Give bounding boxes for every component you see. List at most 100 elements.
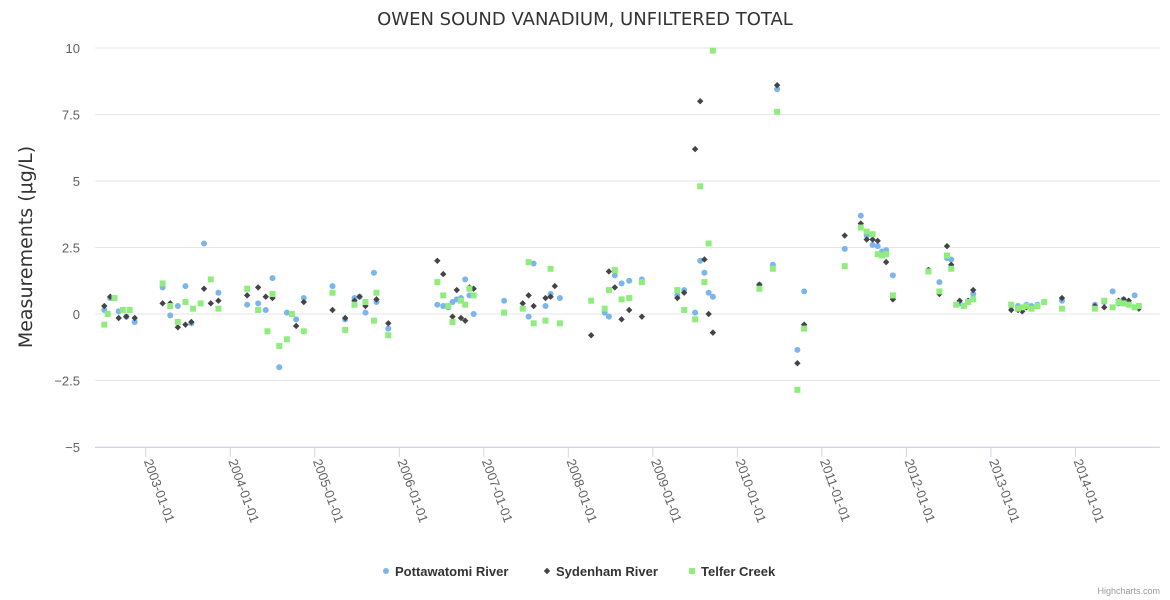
data-point-pottawatomi-river[interactable] — [801, 288, 808, 295]
data-point-sydenham-river[interactable] — [1101, 304, 1108, 311]
data-point-pottawatomi-river[interactable] — [244, 301, 251, 308]
data-point-telfer-creek[interactable] — [373, 289, 380, 296]
data-point-sydenham-river[interactable] — [691, 145, 699, 153]
data-point-pottawatomi-river[interactable] — [556, 295, 563, 302]
data-point-sydenham-river[interactable] — [705, 310, 712, 318]
data-point-telfer-creek[interactable] — [519, 305, 526, 312]
data-point-sydenham-river[interactable] — [863, 236, 870, 243]
data-point-sydenham-river[interactable] — [587, 332, 595, 339]
data-point-sydenham-river[interactable] — [440, 270, 447, 278]
data-point-telfer-creek[interactable] — [692, 316, 699, 323]
data-point-telfer-creek[interactable] — [944, 252, 950, 259]
data-point-sydenham-river[interactable] — [709, 329, 717, 336]
legend-item-sydenham-river[interactable]: Sydenham River — [543, 564, 658, 579]
data-point-pottawatomi-river[interactable] — [501, 297, 508, 304]
data-point-sydenham-river[interactable] — [869, 236, 876, 243]
data-point-sydenham-river[interactable] — [680, 289, 688, 296]
data-point-telfer-creek[interactable] — [1008, 301, 1015, 308]
data-point-pottawatomi-river[interactable] — [440, 303, 447, 310]
data-point-telfer-creek[interactable] — [605, 287, 612, 294]
data-point-telfer-creek[interactable] — [300, 328, 307, 335]
data-point-sydenham-river[interactable] — [329, 306, 336, 314]
data-point-telfer-creek[interactable] — [709, 47, 716, 54]
data-point-telfer-creek[interactable] — [434, 279, 441, 286]
data-point-sydenham-river[interactable] — [131, 314, 138, 322]
data-point-pottawatomi-river[interactable] — [470, 311, 477, 317]
legend-item-telfer-creek[interactable]: Telfer Creek — [689, 564, 776, 579]
data-point-sydenham-river[interactable] — [1058, 294, 1066, 302]
data-point-sydenham-river[interactable] — [434, 257, 441, 264]
data-point-telfer-creek[interactable] — [936, 288, 943, 295]
data-point-telfer-creek[interactable] — [329, 289, 336, 296]
data-point-telfer-creek[interactable] — [111, 295, 118, 302]
data-point-telfer-creek[interactable] — [1135, 303, 1142, 310]
data-point-telfer-creek[interactable] — [1023, 303, 1030, 310]
data-point-sydenham-river[interactable] — [611, 284, 619, 291]
data-point-sydenham-river[interactable] — [874, 237, 881, 245]
data-point-sydenham-river[interactable] — [970, 286, 977, 294]
data-point-telfer-creek[interactable] — [385, 332, 392, 339]
data-point-pottawatomi-river[interactable] — [362, 309, 369, 316]
data-point-sydenham-river[interactable] — [618, 316, 625, 323]
data-point-sydenham-river[interactable] — [101, 302, 108, 310]
data-point-telfer-creek[interactable] — [638, 279, 645, 286]
data-point-sydenham-river[interactable] — [115, 314, 122, 322]
data-point-pottawatomi-river[interactable] — [167, 312, 174, 319]
data-point-sydenham-river[interactable] — [551, 282, 559, 290]
data-point-sydenham-river[interactable] — [385, 320, 392, 327]
data-point-pottawatomi-river[interactable] — [889, 272, 896, 279]
data-point-telfer-creek[interactable] — [126, 307, 133, 314]
data-point-telfer-creek[interactable] — [705, 240, 712, 247]
data-point-telfer-creek[interactable] — [1034, 303, 1041, 310]
data-point-telfer-creek[interactable] — [883, 251, 890, 258]
data-point-sydenham-river[interactable] — [449, 313, 456, 320]
data-point-pottawatomi-river[interactable] — [174, 303, 181, 310]
data-point-sydenham-river[interactable] — [188, 318, 195, 326]
data-point-telfer-creek[interactable] — [601, 305, 608, 312]
data-point-telfer-creek[interactable] — [182, 299, 189, 306]
data-point-sydenham-river[interactable] — [696, 98, 704, 105]
data-point-sydenham-river[interactable] — [262, 293, 269, 300]
data-point-sydenham-river[interactable] — [300, 298, 307, 306]
data-point-pottawatomi-river[interactable] — [269, 275, 276, 282]
data-point-telfer-creek[interactable] — [542, 317, 549, 324]
data-point-telfer-creek[interactable] — [362, 299, 369, 306]
data-point-telfer-creek[interactable] — [276, 342, 283, 349]
data-point-sydenham-river[interactable] — [943, 242, 951, 250]
data-point-sydenham-river[interactable] — [453, 286, 460, 294]
data-point-pottawatomi-river[interactable] — [542, 303, 549, 310]
data-point-sydenham-river[interactable] — [701, 256, 708, 263]
data-point-telfer-creek[interactable] — [1058, 305, 1065, 312]
data-point-pottawatomi-river[interactable] — [841, 245, 848, 252]
data-point-telfer-creek[interactable] — [681, 307, 688, 314]
credits-link[interactable]: Highcharts.com — [1097, 586, 1160, 596]
data-point-telfer-creek[interactable] — [283, 336, 290, 343]
data-point-sydenham-river[interactable] — [547, 293, 554, 300]
data-point-telfer-creek[interactable] — [774, 108, 781, 115]
data-point-telfer-creek[interactable] — [626, 295, 633, 302]
data-point-telfer-creek[interactable] — [965, 299, 972, 306]
data-point-pottawatomi-river[interactable] — [626, 277, 633, 284]
data-point-telfer-creek[interactable] — [457, 297, 464, 304]
data-point-sydenham-river[interactable] — [123, 313, 130, 320]
data-point-telfer-creek[interactable] — [756, 285, 763, 292]
data-point-telfer-creek[interactable] — [863, 228, 870, 235]
data-point-pottawatomi-river[interactable] — [1131, 292, 1138, 299]
data-point-telfer-creek[interactable] — [1028, 305, 1035, 312]
data-point-pottawatomi-river[interactable] — [705, 289, 712, 296]
data-point-telfer-creek[interactable] — [857, 224, 864, 231]
data-point-sydenham-river[interactable] — [215, 297, 222, 304]
data-point-telfer-creek[interactable] — [1041, 299, 1048, 306]
data-point-pottawatomi-river[interactable] — [131, 318, 138, 325]
data-point-telfer-creek[interactable] — [618, 296, 625, 303]
data-point-pottawatomi-river[interactable] — [525, 313, 532, 320]
data-point-sydenham-river[interactable] — [200, 285, 208, 292]
data-point-telfer-creek[interactable] — [525, 259, 532, 266]
data-point-telfer-creek[interactable] — [794, 386, 801, 393]
data-point-telfer-creek[interactable] — [342, 326, 349, 333]
data-point-pottawatomi-river[interactable] — [709, 293, 716, 300]
data-point-telfer-creek[interactable] — [1091, 305, 1098, 312]
data-point-sydenham-river[interactable] — [373, 296, 380, 303]
data-point-telfer-creek[interactable] — [697, 183, 704, 190]
data-point-telfer-creek[interactable] — [104, 311, 111, 317]
